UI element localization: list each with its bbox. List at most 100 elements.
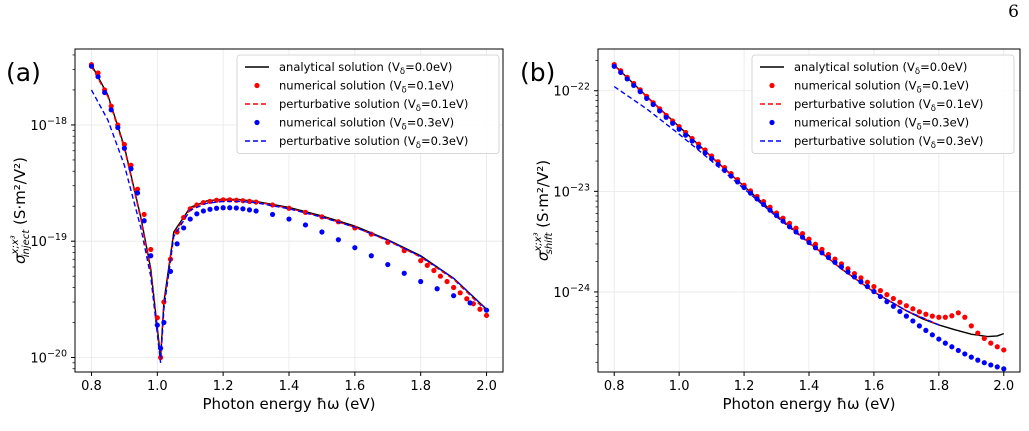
panel-b-series-1-point [968,323,974,329]
panel-b-series-3-point [949,344,955,350]
panel-a-series-3-point [483,307,490,313]
panel-a-series-3-point [434,286,440,292]
panel-a-series-group [88,62,490,363]
panel-a-series-1-point [444,278,450,285]
panel-b-series-1-point [877,288,884,294]
panel-b-series-3-point [929,332,935,338]
panel-b-series-3-point [923,327,929,333]
panel-a-series-1-point [483,312,490,319]
panel-a-y-tick-label: 10−19 [30,232,67,250]
panel-a-x-axis-label: Photon energy ħω (eV) [202,395,375,413]
panel-b-series-1-point [981,335,987,342]
panel-b-series-3-point [618,69,624,76]
panel-b-series-3-point [663,114,669,120]
panel-a-x-tick-label: 1.8 [410,379,431,394]
panel-b-series-1-point [793,225,799,231]
panel-a-y-tick-label: 10−20 [30,348,67,366]
panel-b-x-tick-label: 1.8 [929,379,950,394]
panel-b-series-3-point [741,184,747,191]
panel-a-series-2-line [90,65,488,361]
panel-b-series-3-point [1001,366,1007,372]
panel-b-series-1-point [910,306,916,312]
panel-b-series-3-point [910,318,916,324]
panel-a-series-1-point [424,262,430,268]
panel-b-y-axis-label: σx;x³shift (S·m²/V²) [533,160,555,261]
panel-a-series-1-point [451,284,457,291]
panel-b-series-3-point [611,63,617,69]
panel-a-series-3-point [128,166,134,172]
panel-a-x-tick-label: 1.0 [147,379,168,394]
panel-b-series-3-point [773,212,780,219]
panel-a-series-3-point [121,145,127,151]
panel-a-series-3-point [467,300,473,306]
panel-b-series-3-point [650,101,656,108]
panel-b-legend-marker-3 [769,119,775,126]
panel-a-series-4-line [90,89,488,363]
panel-b-series-1-point [975,330,981,336]
panel-a-series-3-point [181,225,187,231]
panel-b-series-3-point [696,144,702,150]
panel-a-legend: analytical solution (Vδ=0.0eV) numerical … [236,54,500,154]
panel-b-legend-label-1: numerical solution (Vδ=0.1eV) [794,79,969,96]
panel-b-series-3-point [981,360,987,366]
panel-a-series-3-point [220,205,226,211]
panel-a-series-3-point [451,293,457,299]
panel-b-series-3-point [897,308,903,315]
panel-a-series-3-point [207,206,213,212]
panel-a-legend-label-4: perturbative solution (Vδ=0.3eV) [279,134,468,151]
panel-b-plot: 0.8 1.0 1.2 1.4 1.6 1.8 2.0 10−24 10−23 10−22 Phot… [533,48,1021,413]
panel-b-legend-label-3: numerical solution (Vδ=0.3eV) [794,116,969,133]
panel-b-series-3-point [968,354,974,360]
panel-a-series-3-point [88,63,95,69]
panel-b-series-1-point [994,344,1000,350]
panel-a-series-3-point [200,208,206,214]
panel-b-series-3-point [754,196,760,202]
panel-a-series-3-point [115,124,121,131]
panel-b-legend-label-2: perturbative solution (Vδ=0.1eV) [794,97,983,114]
panel-b-series-1-point [949,313,955,319]
panel-b-series-3-point [825,254,832,261]
panel-b-series-4-line [613,86,940,326]
panel-b-x-tick-label: 0.8 [604,379,625,394]
panel-b-series-1-point [799,231,806,237]
panel-b-series-1-point [929,313,935,319]
panel-b-series-1-point [864,279,871,285]
panel-b-series-1-point [890,295,897,302]
panel-b-series-1-point [884,292,890,298]
panel-a-legend-label-2: perturbative solution (Vδ=0.1eV) [279,97,468,114]
panel-b-series-3-point [657,108,663,114]
panel-b-y-tick-label: 10−23 [553,182,590,200]
panel-a-series-3-point [148,253,154,259]
panel-b-x-tick-label: 1.4 [799,379,820,394]
panel-b-series-3-point [962,351,968,357]
panel-b-series-1-point [988,340,994,346]
panel-b-series-3-point [942,340,948,346]
panel-a-series-3-point [174,241,180,247]
panel-a-series-3-point [418,278,424,285]
panel-b-series-3-point [994,364,1000,370]
panel-a-x-tick-label: 0.8 [81,379,102,394]
panel-b-series-1-point [916,309,922,315]
panel-b-series-1-point [1001,347,1007,353]
panel-b-series-3-point [975,357,981,363]
panel-b-legend-marker-1 [769,82,775,89]
panel-b-series-3-point [683,132,689,138]
panel-b-series-3-point [644,95,650,101]
panel-a-series-3-point [335,237,341,243]
panel-a-legend-label-3: numerical solution (Vδ=0.3eV) [279,116,454,133]
panel-a-series-1-point [464,296,470,302]
panel-b-series-1-point [942,314,948,320]
panel-b-series-3-point [631,82,637,89]
panel-b-series-3-point [955,347,961,354]
panel-b-series-3-point [851,274,858,280]
panel-a-series-1-point [477,306,483,312]
panel-a-series-3-point [352,245,358,251]
panel-b-series-1-point [871,283,877,290]
panel-a-series-1-point [148,246,154,253]
panel-a-series-3-point [227,205,233,211]
panel-a-series-1-point [457,290,463,296]
panel-b-label: (b) [520,58,556,87]
panel-b-series-3-point [936,336,942,342]
panel-b-series-3-point [670,120,676,126]
